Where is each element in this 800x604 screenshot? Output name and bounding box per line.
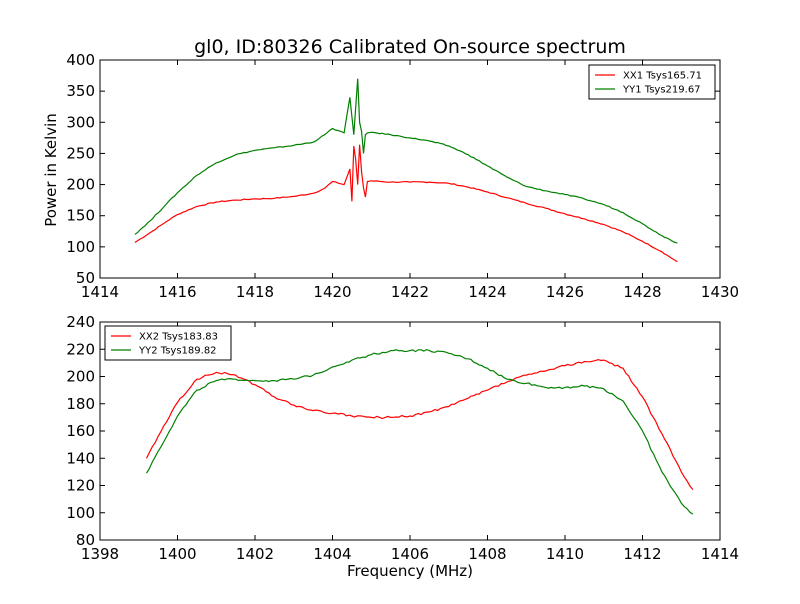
- bottom-x-tick-label: 1408: [468, 545, 506, 563]
- bottom-series-line-1: [145, 348, 694, 515]
- top-y-tick-label: 250: [66, 144, 95, 162]
- bottom-x-tick-label: 1410: [546, 545, 584, 563]
- top-y-tick-label: 50: [76, 269, 95, 287]
- top-y-tick-label: 300: [66, 113, 95, 131]
- bottom-y-tick-label: 160: [66, 422, 95, 440]
- bottom-legend-label: YY2 Tsys189.82: [138, 346, 217, 357]
- bottom-x-tick-label: 1400: [158, 545, 196, 563]
- top-legend-label: YY1 Tsys219.67: [622, 85, 701, 96]
- bottom-x-tick-label: 1414: [701, 545, 739, 563]
- bottom-series-line-0: [145, 358, 694, 490]
- bottom-x-tick-label: 1412: [623, 545, 661, 563]
- top-y-tick-label: 350: [66, 82, 95, 100]
- top-y-tick-label: 150: [66, 207, 95, 225]
- top-legend: XX1 Tsys165.71 YY1 Tsys219.67: [588, 64, 716, 100]
- top-x-tick-label: 1420: [313, 283, 351, 301]
- top-x-tick-label: 1416: [158, 283, 196, 301]
- bottom-y-tick-label: 140: [66, 449, 95, 467]
- top-y-axis-label: Power in Kelvin: [42, 113, 60, 227]
- bottom-y-tick-label: 80: [76, 531, 95, 549]
- bottom-x-tick-label: 1404: [313, 545, 351, 563]
- bottom-plot-panel: 1398 1400 1402 1404 1406 1408 1410 1412 1414 80 10…: [66, 313, 739, 563]
- top-legend-box: [588, 64, 716, 100]
- top-x-tick-label: 1414: [81, 283, 119, 301]
- bottom-x-tick-label: 1406: [391, 545, 429, 563]
- bottom-y-tick-label: 220: [66, 340, 95, 358]
- top-legend-label: XX1 Tsys165.71: [623, 71, 702, 82]
- bottom-y-tick-label: 120: [66, 477, 95, 495]
- bottom-legend: XX2 Tsys183.83 YY2 Tsys189.82: [104, 325, 232, 361]
- top-x-tick-label: 1428: [623, 283, 661, 301]
- top-y-tick-label: 100: [66, 238, 95, 256]
- bottom-legend-label: XX2 Tsys183.83: [139, 332, 218, 343]
- top-x-tick-label: 1430: [701, 283, 739, 301]
- chart-title: gl0, ID:80326 Calibrated On-source spect…: [194, 36, 626, 58]
- top-plot-panel: 1414 1416 1418 1420 1422 1424 1426 1428 1430 50 10…: [66, 51, 739, 301]
- top-x-tick-label: 1424: [468, 283, 506, 301]
- bottom-y-tick-label: 240: [66, 313, 95, 331]
- top-x-tick-label: 1422: [391, 283, 429, 301]
- bottom-legend-box: [104, 325, 232, 361]
- x-axis-label: Frequency (MHz): [347, 562, 473, 580]
- top-y-tick-label: 200: [66, 176, 95, 194]
- top-series-line-1: [134, 78, 678, 244]
- top-y-tick-label: 400: [66, 51, 95, 69]
- top-x-tick-label: 1426: [546, 283, 584, 301]
- top-x-tick-label: 1418: [236, 283, 274, 301]
- bottom-y-tick-label: 100: [66, 504, 95, 522]
- bottom-x-tick-label: 1398: [81, 545, 119, 563]
- bottom-y-tick-label: 200: [66, 368, 95, 386]
- top-series-line-0: [134, 144, 678, 263]
- bottom-y-tick-label: 180: [66, 395, 95, 413]
- bottom-x-tick-label: 1402: [236, 545, 274, 563]
